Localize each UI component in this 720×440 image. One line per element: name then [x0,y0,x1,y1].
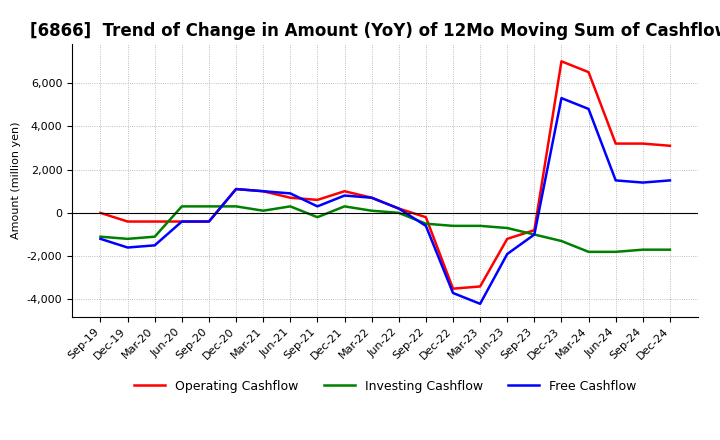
Operating Cashflow [449,286,457,291]
Investing Cashflow [178,204,186,209]
Free Cashflow [150,243,159,248]
Free Cashflow [503,251,511,257]
Free Cashflow [367,195,376,200]
Investing Cashflow [421,221,430,226]
Investing Cashflow [584,249,593,254]
Investing Cashflow [611,249,620,254]
Operating Cashflow [395,206,403,211]
Y-axis label: Amount (million yen): Amount (million yen) [11,121,21,239]
Investing Cashflow [367,208,376,213]
Free Cashflow [341,193,349,198]
Free Cashflow [259,189,268,194]
Operating Cashflow [313,197,322,202]
Investing Cashflow [395,210,403,216]
Operating Cashflow [530,227,539,233]
Operating Cashflow [286,195,294,200]
Line: Operating Cashflow: Operating Cashflow [101,61,670,289]
Line: Investing Cashflow: Investing Cashflow [101,206,670,252]
Free Cashflow [232,187,240,192]
Investing Cashflow [286,204,294,209]
Title: [6866]  Trend of Change in Amount (YoY) of 12Mo Moving Sum of Cashflows: [6866] Trend of Change in Amount (YoY) o… [30,22,720,40]
Investing Cashflow [530,232,539,237]
Investing Cashflow [449,223,457,228]
Operating Cashflow [584,70,593,75]
Operating Cashflow [341,189,349,194]
Free Cashflow [476,301,485,306]
Free Cashflow [395,206,403,211]
Operating Cashflow [232,187,240,192]
Free Cashflow [611,178,620,183]
Line: Free Cashflow: Free Cashflow [101,98,670,304]
Free Cashflow [96,236,105,242]
Investing Cashflow [259,208,268,213]
Investing Cashflow [123,236,132,242]
Free Cashflow [557,95,566,101]
Operating Cashflow [665,143,674,148]
Free Cashflow [286,191,294,196]
Investing Cashflow [204,204,213,209]
Operating Cashflow [259,189,268,194]
Operating Cashflow [611,141,620,146]
Operating Cashflow [96,210,105,216]
Investing Cashflow [341,204,349,209]
Free Cashflow [204,219,213,224]
Free Cashflow [449,290,457,296]
Operating Cashflow [639,141,647,146]
Investing Cashflow [313,215,322,220]
Free Cashflow [421,223,430,228]
Investing Cashflow [232,204,240,209]
Operating Cashflow [178,219,186,224]
Operating Cashflow [421,215,430,220]
Operating Cashflow [476,284,485,289]
Free Cashflow [178,219,186,224]
Free Cashflow [665,178,674,183]
Investing Cashflow [665,247,674,252]
Operating Cashflow [204,219,213,224]
Investing Cashflow [150,234,159,239]
Investing Cashflow [557,238,566,244]
Investing Cashflow [503,225,511,231]
Operating Cashflow [367,195,376,200]
Investing Cashflow [639,247,647,252]
Legend: Operating Cashflow, Investing Cashflow, Free Cashflow: Operating Cashflow, Investing Cashflow, … [129,375,642,398]
Free Cashflow [313,204,322,209]
Free Cashflow [584,106,593,112]
Free Cashflow [530,232,539,237]
Investing Cashflow [476,223,485,228]
Operating Cashflow [503,236,511,242]
Free Cashflow [123,245,132,250]
Investing Cashflow [96,234,105,239]
Operating Cashflow [557,59,566,64]
Operating Cashflow [150,219,159,224]
Operating Cashflow [123,219,132,224]
Free Cashflow [639,180,647,185]
